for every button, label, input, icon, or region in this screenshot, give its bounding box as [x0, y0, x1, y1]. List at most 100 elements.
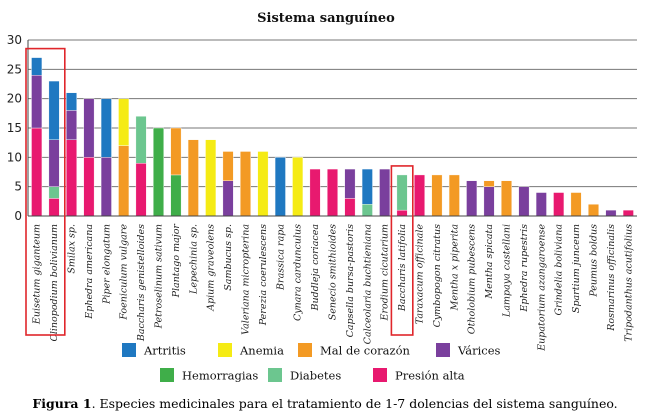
bar-segment: [170, 174, 182, 217]
bar-segment: [605, 209, 617, 217]
x-tick-label: Sambucus sp.: [223, 224, 234, 291]
bar-segment: [309, 168, 321, 217]
x-tick-label: Lepechinia sp.: [188, 224, 199, 295]
x-tick-label: Capsella bursa-pastoris: [345, 224, 356, 337]
bar-segment: [222, 151, 234, 182]
x-tick-label: Cynara cardunculus: [293, 224, 304, 321]
x-tick-label: Ephedra americana: [84, 224, 95, 320]
bar-segment: [344, 198, 356, 217]
bar-segment: [431, 174, 443, 217]
chart-title: Sistema sanguíneo: [257, 11, 395, 26]
bar-segment: [222, 180, 234, 217]
bar-segment: [622, 209, 634, 217]
bar-segment: [48, 139, 60, 187]
bar-segment: [83, 98, 95, 158]
legend-label: Artritis: [143, 344, 186, 358]
bar-segment: [292, 157, 304, 217]
x-ticks: Euisetum giganteum Clinopodium bolivianum…: [32, 223, 635, 352]
bars: [31, 57, 634, 217]
x-tick-label: Piper elongatum: [101, 224, 112, 305]
bar-segment: [48, 80, 60, 140]
legend-label: Anemia: [239, 344, 284, 358]
y-tick-label: 25: [7, 62, 22, 76]
bar-segment: [170, 127, 182, 176]
caption-text: . Especies medicinales para el tratamien…: [92, 396, 618, 411]
x-tick-label: Calceolaria buchtieniana: [362, 224, 373, 345]
bar-segment: [518, 186, 530, 217]
x-tick-label: Eupatorium azangaroense: [536, 224, 547, 352]
x-tick-label: Tripodanthus acutifolius: [623, 224, 634, 342]
x-tick-label: Perezia coerulescens: [258, 224, 269, 326]
y-tick-label: 15: [7, 121, 22, 135]
bar-segment: [535, 192, 547, 217]
legend-label: Mal de corazón: [320, 344, 410, 358]
x-tick-label: Valeriana micropterina: [241, 224, 252, 335]
x-tick-label: Otholobium pubescens: [467, 224, 478, 334]
x-tick-label: Taraxacum officinale: [415, 224, 426, 325]
x-tick-label: Rosmarinus officinalis: [606, 224, 617, 332]
highlight-box: [25, 47, 66, 336]
caption-label: Figura 1: [32, 396, 91, 411]
bar-segment: [274, 157, 286, 217]
bar-segment: [379, 168, 391, 217]
bar-segment: [100, 157, 112, 217]
bar-segment: [448, 174, 460, 217]
y-tick-label: 30: [7, 33, 22, 47]
legend-swatch: [373, 368, 387, 382]
x-tick-label: Smilax sp.: [67, 224, 78, 274]
bar-segment: [257, 151, 269, 217]
x-tick-label: Cymbopogon citratus: [432, 224, 443, 328]
x-tick-label: Mentha x piperita: [449, 224, 460, 312]
x-tick-label: Senecio smithioides: [328, 224, 339, 320]
y-tick-label: 0: [14, 209, 22, 223]
legend-swatch: [160, 368, 174, 382]
bar-segment: [66, 139, 77, 217]
bar-segment: [48, 186, 60, 199]
x-tick-label: Euisetum giganteum: [32, 224, 43, 325]
legend-label: Várices: [457, 344, 501, 358]
y-ticks: 0 5 10 15 20 25 30: [7, 33, 22, 223]
bar-segment: [466, 180, 478, 217]
bar-segment: [48, 198, 60, 217]
bar-segment: [205, 139, 217, 217]
bar-segment: [31, 57, 43, 76]
bar-segment: [588, 204, 599, 217]
bar-segment: [327, 168, 338, 217]
highlight-boxes: [25, 47, 414, 336]
highlight-box: [390, 165, 414, 336]
bar-segment: [501, 180, 512, 217]
legend-label: Hemorragias: [182, 369, 258, 383]
bar-segment: [570, 192, 582, 217]
bar-segment: [483, 186, 495, 217]
y-tick-label: 10: [7, 150, 22, 164]
legend-label: Diabetes: [290, 369, 341, 383]
x-tick-label: Baccharis latifolia: [397, 224, 408, 312]
y-tick-label: 20: [7, 92, 22, 106]
x-tick-label: Brassica rapa: [275, 224, 286, 291]
x-tick-label: Ephedra rupestris: [519, 224, 530, 313]
legend: Artritis Anemia Mal de corazón Várices Hemor…: [122, 343, 501, 383]
bar-segment: [483, 180, 495, 187]
x-tick-label: Apium graveolens: [206, 224, 217, 312]
bar-segment: [414, 174, 425, 217]
x-tick-label: Buddleja coriacea: [310, 224, 321, 312]
bar-segment: [118, 145, 130, 217]
bar-segment: [31, 74, 43, 129]
legend-swatch: [268, 368, 282, 382]
bar-segment: [396, 209, 408, 217]
x-tick-label: Petroselinum sativum: [154, 224, 165, 329]
bar-segment: [100, 98, 112, 158]
legend-swatch: [122, 343, 136, 357]
x-tick-label: Grindelia boliviana: [554, 224, 565, 316]
bar-segment: [31, 127, 43, 217]
bar-segment: [396, 174, 408, 211]
bar-segment: [187, 139, 199, 217]
x-tick-label: Mentha spicata: [484, 224, 495, 300]
legend-swatch: [298, 343, 312, 357]
legend-swatch: [218, 343, 232, 357]
x-tick-label: Baccharis genistelloides: [136, 224, 147, 342]
bar-segment: [553, 192, 565, 217]
bar-segment: [153, 127, 164, 217]
bar-segment: [344, 168, 356, 199]
x-tick-label: Plantago major: [171, 223, 182, 299]
